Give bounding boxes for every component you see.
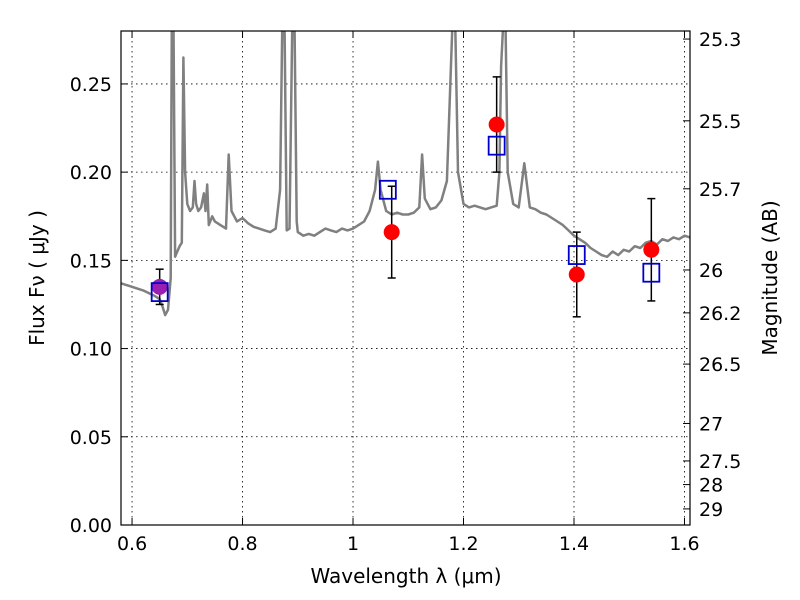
model-point-3: [567, 245, 586, 265]
axis-ticks: [121, 31, 690, 526]
right-tick-label-3: 26: [699, 260, 723, 282]
x-tick-label-5: 1.6: [669, 533, 699, 555]
observed-point-2: [488, 116, 505, 133]
y-tick-label-5: 0.25: [70, 74, 112, 96]
model-point-0: [150, 282, 169, 303]
model-point-2: [487, 135, 506, 156]
x-axis-label: Wavelength λ (μm): [310, 564, 501, 588]
grid-lines: [121, 31, 690, 526]
model-point-1: [378, 179, 397, 200]
right-tick-label-5: 26.5: [699, 354, 741, 376]
model-points: [150, 135, 661, 303]
plot-frame: [120, 30, 691, 526]
right-tick-label-8: 28: [699, 475, 723, 497]
right-tick-label-7: 27.5: [699, 451, 741, 473]
model-point-4: [642, 262, 661, 283]
x-tick-label-2: 1: [347, 533, 359, 555]
y-tick-label-0: 0.00: [70, 515, 112, 537]
observed-point-1: [383, 224, 400, 241]
right-tick-label-0: 25.3: [699, 29, 741, 51]
right-axis-label: Magnitude (AB): [758, 200, 782, 355]
right-tick-label-1: 25.5: [699, 111, 741, 133]
observed-point-3: [568, 266, 585, 283]
right-tick-label-4: 26.2: [699, 303, 741, 325]
x-tick-label-4: 1.4: [559, 533, 589, 555]
observed-points: [151, 116, 660, 295]
y-tick-label-4: 0.20: [70, 162, 112, 184]
x-tick-label-3: 1.2: [448, 533, 478, 555]
sed-curve: [121, 31, 690, 317]
x-tick-label-0: 0.6: [117, 533, 147, 555]
axis-tick-labels: 0.6 0.8 1 1.2 1.4 1.6 0.00 0.05 0.10 0.15 0.20 0.25…: [70, 29, 742, 555]
y-tick-label-3: 0.15: [70, 250, 112, 272]
observed-point-4: [643, 241, 660, 258]
right-tick-label-6: 27: [699, 413, 723, 435]
right-tick-label-9: 29: [699, 499, 723, 521]
right-tick-label-2: 25.7: [699, 179, 741, 201]
y-tick-label-1: 0.05: [70, 427, 112, 449]
y-tick-label-2: 0.10: [70, 339, 112, 361]
x-tick-label-1: 0.8: [227, 533, 257, 555]
y-axis-label: Flux Fν ( μJy ): [25, 210, 49, 346]
observed-point-0: [151, 278, 168, 295]
